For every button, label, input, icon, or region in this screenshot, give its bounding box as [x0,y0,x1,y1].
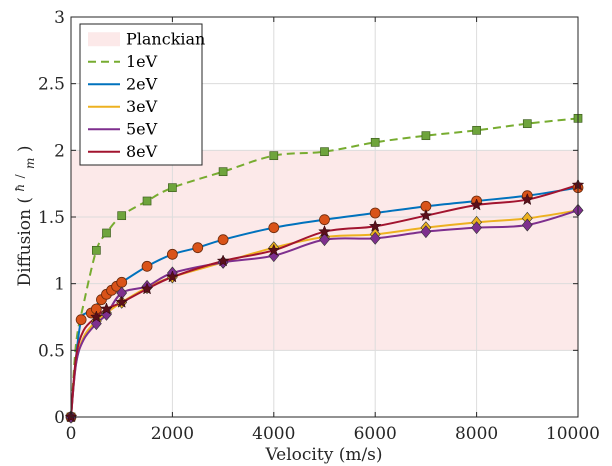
y-axis-label-den: m [23,158,37,169]
legend-label-2ev: 2eV [126,74,158,93]
legend-label-3ev: 3eV [126,97,158,116]
y-axis-label-open: ( [15,197,35,204]
data-point-8ev [267,243,281,256]
x-tick-label: 2000 [151,424,194,444]
y-axis-label: Diffusion ( ħ / m ) [9,146,39,287]
data-point-8ev [89,310,103,323]
y-axis-label-slash: / [13,173,27,178]
data-point-5ev [521,218,533,232]
x-tick-label: 8000 [455,424,498,444]
legend-label-planckian: Planckian [126,29,205,48]
data-point-1ev [218,167,228,177]
data-point-1ev [142,196,152,206]
data-point-1ev [320,147,329,157]
data-point-1ev [472,125,481,135]
data-point-8ev [520,192,534,206]
data-point-8ev [318,224,331,238]
data-point-8ev [368,219,382,232]
series-line-1ev [70,117,579,418]
data-point-5ev [471,221,482,235]
axes-layer [70,16,579,418]
data-point-2ev [141,260,153,272]
data-point-2ev [369,207,381,219]
y-tick-label: 0.5 [38,341,65,361]
series-line-5ev [70,209,579,418]
y-tick-label: 1 [54,275,65,295]
data-point-5ev [369,231,381,245]
data-point-1ev [168,183,177,193]
data-point-8ev [100,302,113,315]
data-point-2ev [217,234,229,246]
x-tick-label: 10000 [546,424,600,444]
data-point-2ev [268,222,280,234]
data-point-1ev [91,245,101,255]
y-tick-label: 3 [54,8,65,28]
data-point-1ev [421,131,431,141]
x-tick-label: 0 [66,424,77,444]
y-axis-label-close: ) [15,146,35,153]
data-point-2ev [319,214,330,226]
band-layer [71,150,578,351]
data-point-1ev [269,151,279,161]
y-axis-label-main: Diffusion [15,209,35,286]
legend: Planckian 1eV 2eV 3eV 5eV 8eV [79,23,205,166]
data-point-5ev [420,225,432,239]
data-point-2ev [116,276,128,288]
x-tick-label: 6000 [354,424,397,444]
legend-label-5ev: 5eV [126,119,158,138]
data-point-1ev [370,137,380,147]
data-point-8ev [470,198,483,211]
marker-layer [64,113,585,424]
x-axis-label: Velocity (m/s) [264,445,382,465]
tick-labels: 0 2000 4000 6000 8000 10000 0 0.5 1 1.5 2 2.5 3 [38,8,600,444]
legend-swatch-planckian [88,32,120,47]
y-tick-label: 0 [54,408,65,428]
data-point-5ev [319,233,330,247]
y-tick-label: 2 [54,141,65,161]
legend-label-8ev: 8eV [126,142,158,161]
series-line-3ev [70,209,579,418]
data-point-8ev [166,270,179,283]
y-tick-label: 1.5 [38,208,65,228]
data-point-8ev [419,208,433,222]
data-point-8ev [140,282,154,295]
data-point-1ev [117,211,127,221]
series-line-8ev [70,184,579,418]
data-point-8ev [216,254,230,267]
planckian-band [71,150,578,351]
data-point-8ev [115,295,129,308]
data-point-1ev [522,119,532,129]
y-axis-label-num: ħ [13,184,27,192]
y-tick-label: 2.5 [38,75,65,95]
x-tick-label: 4000 [252,424,295,444]
data-point-2ev [75,314,87,326]
legend-box [79,23,203,166]
legend-label-1ev: 1eV [126,52,158,71]
data-point-2ev [166,248,178,260]
data-point-2ev [192,242,204,254]
data-point-1ev [102,228,111,238]
